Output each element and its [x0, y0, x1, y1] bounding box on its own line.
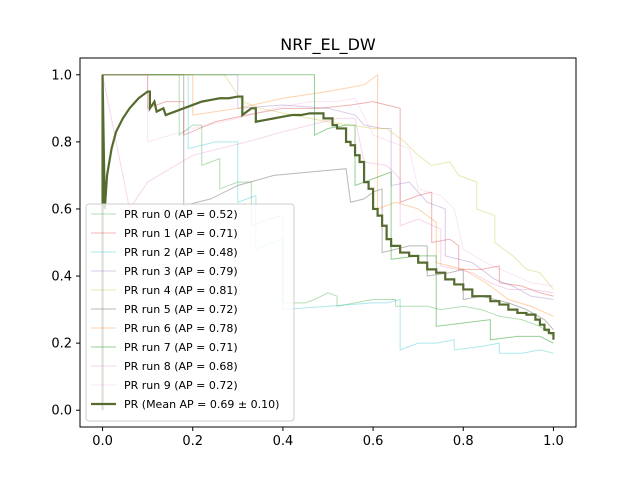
legend-label-6: PR run 6 (AP = 0.78) [124, 322, 238, 335]
series-layer [101, 73, 555, 411]
legend-label-3: PR run 3 (AP = 0.79) [124, 265, 238, 278]
legend-label-4: PR run 4 (AP = 0.81) [124, 284, 238, 297]
legend-box [85, 203, 295, 422]
series-line-7 [102, 74, 554, 344]
series-line-2 [102, 74, 554, 354]
y-tick-label-5: 1.0 [51, 68, 72, 83]
x-axis: 0.0 0.2 0.4 0.6 0.8 1.0 [92, 427, 564, 449]
x-tick-label-1: 0.2 [182, 434, 203, 449]
chart-title: NRF_EL_DW [280, 35, 376, 55]
y-axis: 0.0 0.2 0.4 0.6 0.8 1.0 [51, 68, 80, 419]
x-tick-label-2: 0.4 [273, 434, 294, 449]
series-line-0 [102, 74, 554, 337]
y-tick-label-1: 0.2 [51, 337, 72, 352]
legend-label-1: PR run 1 (AP = 0.71) [124, 227, 238, 240]
legend-label-8: PR run 8 (AP = 0.68) [124, 360, 238, 373]
legend-label-9: PR run 9 (AP = 0.72) [124, 379, 238, 392]
x-tick-label-3: 0.6 [363, 434, 384, 449]
plot-frame [79, 57, 577, 428]
legend-label-0: PR run 0 (AP = 0.52) [124, 208, 238, 221]
legend-label-7: PR run 7 (AP = 0.71) [124, 341, 238, 354]
x-tick-label-5: 1.0 [543, 434, 564, 449]
series-line-6 [102, 73, 554, 317]
x-tick-label-0: 0.0 [92, 434, 113, 449]
legend: PR run 0 (AP = 0.52) PR run 1 (AP = 0.71)… [85, 203, 295, 422]
y-tick-label-3: 0.6 [51, 202, 72, 217]
legend-label-10: PR (Mean AP = 0.69 ± 0.10) [124, 398, 279, 411]
series-line-10 [101, 74, 555, 411]
y-tick-label-2: 0.4 [51, 270, 72, 285]
series-line-4 [102, 74, 554, 290]
y-tick-label-0: 0.0 [51, 404, 72, 419]
x-tick-label-4: 0.8 [453, 434, 474, 449]
y-tick-label-4: 0.8 [51, 135, 72, 150]
series-line-9 [102, 74, 554, 287]
legend-label-5: PR run 5 (AP = 0.72) [124, 303, 238, 316]
legend-label-2: PR run 2 (AP = 0.48) [124, 246, 238, 259]
